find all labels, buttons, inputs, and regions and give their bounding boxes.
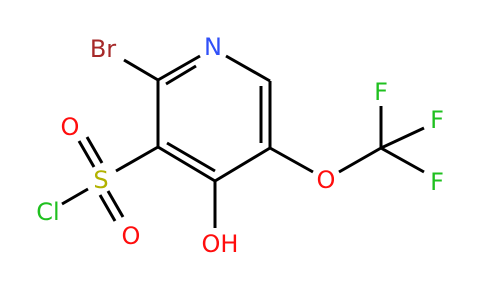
atom-label: O [61,113,80,141]
bond [338,146,382,174]
bond [380,146,425,174]
atom-label: S [93,166,108,194]
atom-label: N [204,33,222,61]
bond [225,54,271,83]
bond [157,54,201,82]
bond [157,145,216,183]
bond [166,141,216,173]
bond [85,136,104,164]
bond [61,187,89,206]
atom-label: F [430,106,444,134]
bond [123,58,159,82]
atom-label: F [430,168,444,196]
bond [115,145,159,173]
bond [269,146,314,174]
bond [165,64,197,86]
atom-label: Cl [36,198,59,226]
bond [380,126,425,150]
bond [77,140,96,168]
bonds [61,54,425,228]
atom-label: O [317,166,336,194]
bond [214,146,271,183]
atom-label: O [122,222,141,250]
atom-label: F [374,78,388,106]
atom-label: OH [202,230,239,258]
bond [106,190,125,218]
atom-labels: N Br S O O Cl OH O F F F [36,33,444,258]
atom-label: Br [90,35,116,63]
bond [98,194,117,222]
